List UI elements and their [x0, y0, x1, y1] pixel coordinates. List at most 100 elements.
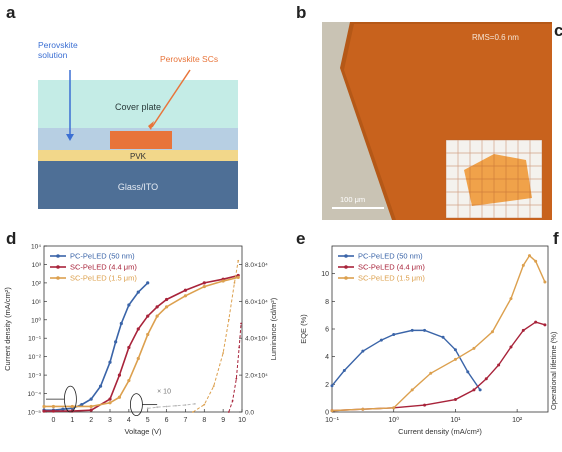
panel-label-d: d [6, 229, 17, 248]
data-point [155, 314, 159, 318]
solution-arrowhead [66, 134, 74, 141]
data-point [240, 322, 242, 325]
data-point [184, 404, 187, 406]
data-point [361, 349, 365, 353]
legend-entry: PC-PeLED (50 nm) [70, 252, 135, 261]
x-tick-label: 10² [512, 417, 523, 424]
rms-label: RMS=0.6 nm [472, 33, 519, 42]
data-point [221, 279, 225, 283]
data-point [183, 294, 188, 298]
y-tick-label: 10⁰ [31, 316, 41, 324]
data-point [146, 281, 150, 285]
data-point [472, 388, 476, 392]
data-point [392, 406, 396, 410]
panel-label-c: c [554, 21, 562, 40]
data-point [453, 348, 457, 352]
y-tick-label: 10³ [32, 262, 42, 269]
glass-ito-label: Glass/ITO [118, 182, 158, 192]
data-point [238, 346, 241, 349]
y-tick-label: 10¹ [32, 299, 42, 306]
y-tick-label: 10 [321, 271, 329, 278]
series-line [228, 323, 242, 413]
data-point [136, 327, 140, 331]
data-point [490, 330, 494, 334]
data-point [80, 403, 84, 407]
x-tick-label: 8 [202, 417, 206, 424]
data-point [146, 314, 150, 318]
y-tick-label: 4 [325, 354, 329, 361]
y2-tick-label: 0.0 [245, 410, 254, 417]
data-point [342, 369, 346, 372]
data-point [136, 356, 140, 361]
data-point [183, 288, 188, 292]
cover-plate-layer [38, 80, 238, 128]
chart-f-cropped: Operational lifetime (%) [549, 331, 558, 410]
series-line [331, 329, 481, 391]
y-tick-label: 6 [325, 327, 329, 334]
y2-axis-label: Luminance (cd/m²) [269, 297, 278, 360]
data-point [231, 400, 234, 402]
panel-label-e: e [296, 229, 306, 248]
series-line [147, 403, 195, 409]
cover-plate-label: Cover plate [115, 102, 161, 112]
data-point [236, 275, 240, 279]
data-point [98, 384, 103, 388]
y-axis-label: Current density (mA/cm²) [3, 287, 12, 371]
x-tick-label: 9 [221, 417, 225, 424]
perovskite-scs-label: Perovskite SCs [160, 54, 218, 64]
data-point [51, 404, 56, 409]
y2-tick-label: 8.0×10⁴ [245, 262, 268, 269]
sc-pointer-line [151, 69, 191, 128]
data-point [42, 409, 46, 413]
x-tick-label: 2 [89, 417, 93, 424]
data-point [108, 397, 112, 401]
data-point [392, 333, 396, 337]
data-point [117, 395, 122, 399]
chart-e-eqe: 10⁻¹ 10⁰ 10¹ 10² 0 2 4 6 8 10 Current density (mA/… [299, 245, 549, 436]
data-point [89, 397, 93, 401]
legend-marker [344, 276, 348, 280]
data-point [534, 259, 538, 263]
data-point [89, 408, 93, 412]
x-tick-label: 0 [51, 417, 55, 424]
inset-photo [445, 139, 543, 219]
legend-entry: SC-PeLED (4.4 μm) [358, 263, 425, 272]
data-point [165, 405, 168, 408]
data-point [429, 371, 433, 375]
data-point [175, 404, 177, 407]
x-tick-label: 7 [183, 417, 187, 424]
data-point [114, 340, 118, 344]
data-point [423, 328, 427, 332]
x-tick-label: 3 [108, 417, 112, 424]
data-point [146, 407, 149, 410]
series-line [44, 274, 239, 412]
legend-marker [56, 276, 60, 280]
y-tick-label: 10⁴ [31, 244, 41, 251]
data-point [136, 290, 140, 294]
data-point [202, 281, 206, 285]
data-point [233, 281, 236, 284]
data-point [89, 404, 93, 409]
data-point [156, 406, 159, 409]
data-point [70, 404, 74, 409]
inset-crystal [464, 154, 532, 206]
y-tick-label: 10⁻¹ [28, 336, 42, 343]
x-tick-label: 10 [238, 417, 246, 424]
data-point [509, 345, 513, 349]
legend-marker [344, 265, 348, 269]
data-point [361, 407, 365, 411]
data-point [453, 357, 457, 361]
data-point [235, 377, 238, 380]
data-point [108, 401, 112, 405]
data-point [484, 377, 488, 381]
legend-marker [56, 265, 60, 269]
data-point [330, 384, 334, 388]
data-point [61, 407, 65, 411]
data-point [127, 303, 131, 307]
y-tick-label: 0 [325, 410, 329, 417]
data-point [192, 411, 194, 413]
data-point [237, 259, 240, 262]
x-tick-label: 5 [146, 417, 150, 424]
y-tick-label: 2 [325, 382, 329, 389]
sc-pointer-arrowhead [148, 121, 154, 130]
